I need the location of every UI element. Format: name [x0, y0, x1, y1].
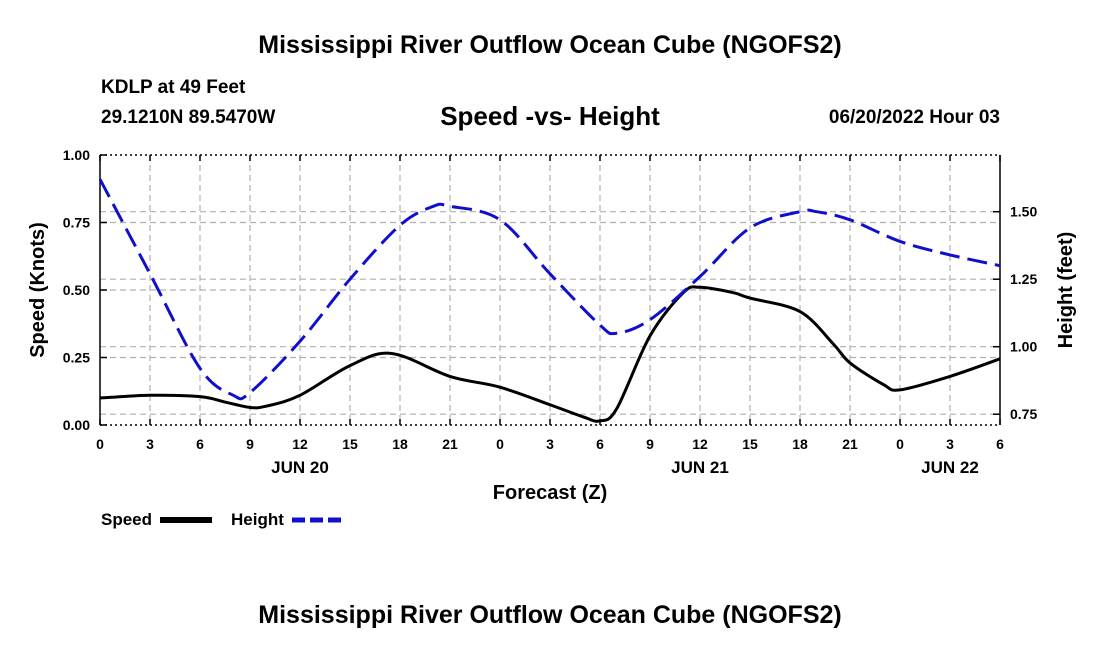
- x-tick-label: 0: [496, 436, 504, 452]
- y2-tick-label: 0.75: [1010, 406, 1037, 422]
- forecast-datetime: 06/20/2022 Hour 03: [828, 107, 1000, 128]
- x-tick-label: 3: [946, 436, 954, 452]
- y2-tick-label: 1.50: [1010, 204, 1037, 220]
- x-tick-label: 6: [596, 436, 604, 452]
- y2-axis-label: Height (feet): [1055, 232, 1077, 349]
- y-axis-label: Speed (Knots): [27, 222, 49, 358]
- y-tick-label: 0.75: [63, 215, 90, 231]
- date-label: JUN 20: [271, 458, 329, 477]
- y-tick-label: 0.50: [63, 282, 90, 298]
- x-tick-label: 6: [196, 436, 204, 452]
- x-tick-label: 15: [742, 436, 758, 452]
- series-line-speed: [99, 285, 1001, 423]
- x-tick-label: 15: [342, 436, 358, 452]
- legend-swatches: [160, 517, 342, 523]
- series-line-height: [98, 178, 1001, 401]
- x-tick-label: 12: [692, 436, 708, 452]
- y-tick-label: 0.25: [63, 350, 90, 366]
- date-label: JUN 22: [921, 458, 979, 477]
- y-tick-label: 0.00: [63, 417, 90, 433]
- station-label: KDLP at 49 Feet: [101, 77, 246, 98]
- x-tick-label: 3: [546, 436, 554, 452]
- x-tick-label: 18: [392, 436, 408, 452]
- x-tick-label: 9: [246, 436, 254, 452]
- legend-height-label: Height: [231, 510, 284, 529]
- x-tick-label: 0: [896, 436, 904, 452]
- date-label: JUN 21: [671, 458, 729, 477]
- x-tick-label: 9: [646, 436, 654, 452]
- x-tick-label: 12: [292, 436, 308, 452]
- y2-tick-label: 1.25: [1010, 271, 1037, 287]
- station-coordinates: 29.1210N 89.5470W: [101, 107, 276, 128]
- legend-speed-label: Speed: [101, 510, 153, 529]
- y2-tick-label: 1.00: [1010, 339, 1037, 355]
- x-tick-label: 3: [146, 436, 154, 452]
- x-axis-label: Forecast (Z): [493, 482, 607, 504]
- page-title: Mississippi River Outflow Ocean Cube (NG…: [258, 31, 842, 59]
- x-tick-label: 0: [96, 436, 104, 452]
- x-tick-label: 21: [442, 436, 458, 452]
- x-tick-label: 18: [792, 436, 808, 452]
- x-tick-label: 6: [996, 436, 1004, 452]
- x-tick-label: 21: [842, 436, 858, 452]
- chart-title: Speed -vs- Height: [440, 101, 660, 131]
- footer-title: Mississippi River Outflow Ocean Cube (NG…: [258, 601, 842, 629]
- y-tick-label: 1.00: [63, 147, 90, 163]
